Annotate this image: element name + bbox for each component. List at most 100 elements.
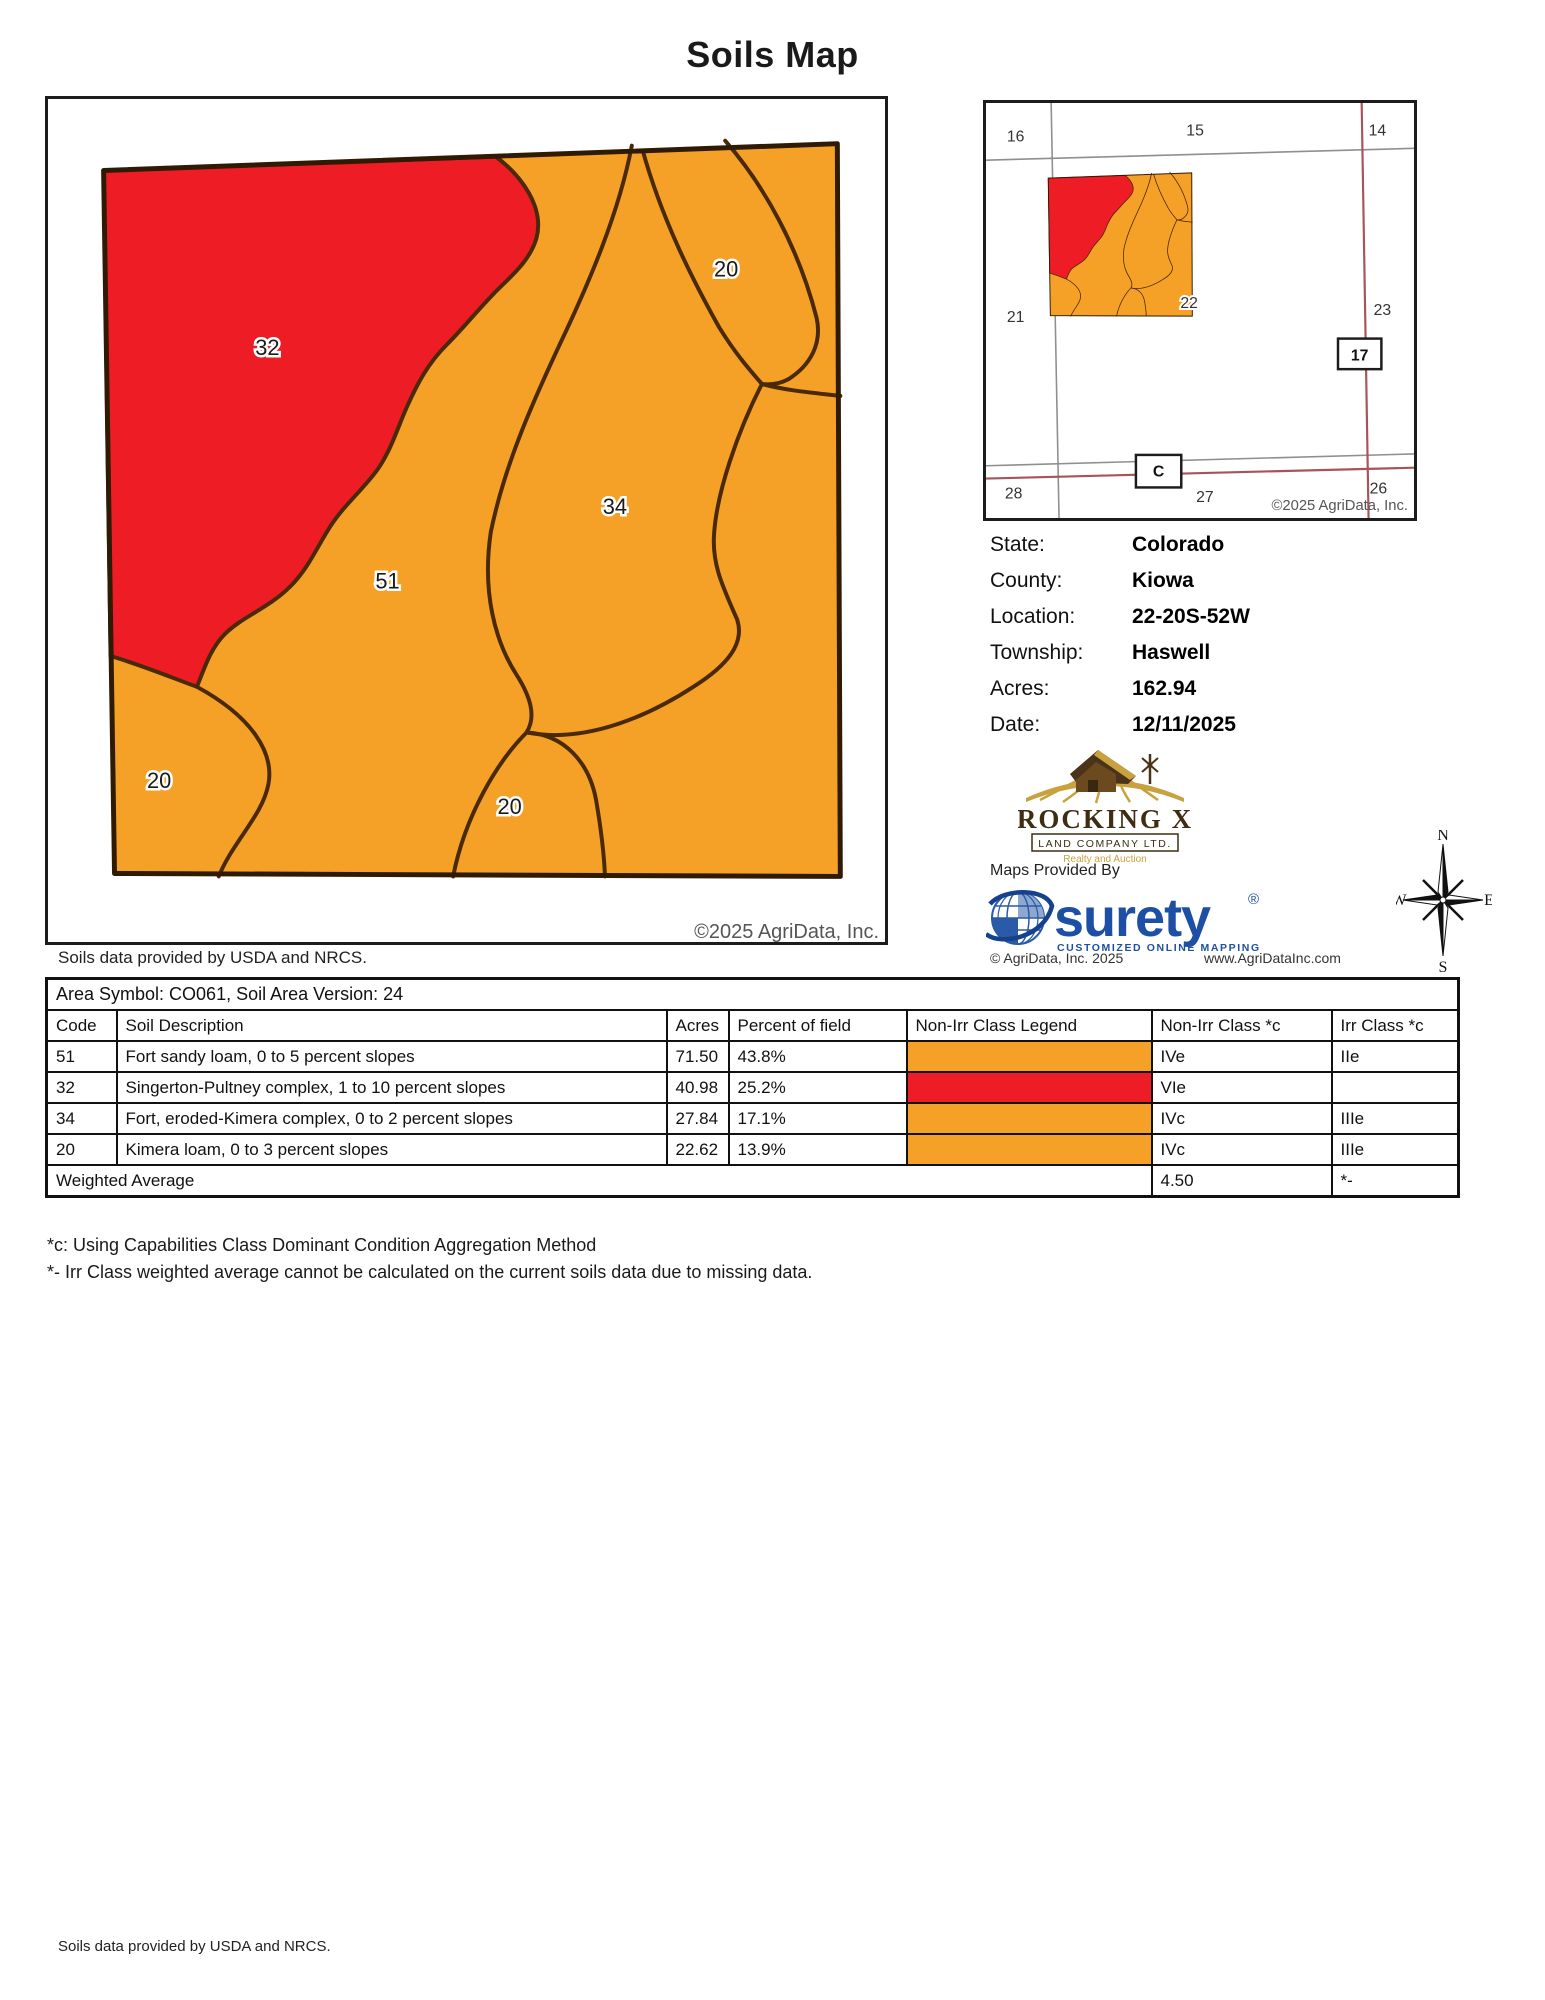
cell-code: 32 <box>45 1071 118 1104</box>
logo-subtitle-box <box>1031 833 1179 852</box>
globe-swoosh <box>986 890 1055 942</box>
weighted-average-row: Weighted Average 4.50 *- <box>45 1164 1460 1198</box>
highway-label: 17 <box>1351 347 1369 364</box>
section-line <box>986 147 1414 161</box>
rocking-x-subtitle: LAND COMPANY LTD. <box>1038 838 1171 850</box>
info-value: 22-20S-52W <box>1132 605 1250 628</box>
table-row: 32 Singerton-Pultney complex, 1 to 10 per… <box>45 1071 1460 1104</box>
info-value: Colorado <box>1132 533 1225 556</box>
highway-box-c <box>1134 453 1183 489</box>
page-title: Soils Map <box>686 34 859 75</box>
section-number: 27 <box>1196 489 1214 506</box>
cell-percent: 13.9% <box>727 1133 908 1166</box>
boundary-right-spur <box>759 381 843 398</box>
cell-irr-class: IIIe <box>1330 1102 1460 1135</box>
compass-rose-icon: N S E W <box>1396 830 1492 974</box>
cell-irr-class: IIIe <box>1330 1133 1460 1166</box>
info-label: County: <box>990 569 1063 592</box>
col-header-percent: Percent of field <box>727 1009 908 1042</box>
info-row: Township: Haswell <box>990 635 1250 671</box>
region-label: 20 <box>498 794 522 819</box>
info-value: 162.94 <box>1132 677 1197 700</box>
footnotes: *c: Using Capabilities Class Dominant Co… <box>47 1232 812 1286</box>
cell-acres: 40.98 <box>665 1071 730 1104</box>
compass-star <box>1402 843 1484 957</box>
cell-non-irr-class: IVc <box>1150 1133 1333 1166</box>
region-label: 51 <box>375 569 399 594</box>
boundary-51-34 <box>485 143 634 735</box>
cell-description: Fort sandy loam, 0 to 5 percent slopes <box>115 1040 668 1073</box>
table-row: 20 Kimera loam, 0 to 3 percent slopes 22.6… <box>45 1133 1460 1166</box>
cell-percent: 43.8% <box>727 1040 908 1073</box>
highway-label: C <box>1153 464 1164 481</box>
boundary-20bl <box>194 684 272 879</box>
region-label: 32 <box>255 335 279 360</box>
area-symbol-row: Area Symbol: CO061, Soil Area Version: 2… <box>45 977 1460 1011</box>
inset-locator-map: 16 15 14 21 22 23 17 28 27 26 C ©2025 AgriData, In… <box>983 100 1417 521</box>
cell-percent: 25.2% <box>727 1071 908 1104</box>
info-value: Haswell <box>1132 641 1211 664</box>
map-region-labels: 32 20 34 51 20 20 <box>145 254 741 821</box>
surety-subtext: © AgriData, Inc. 2025 www.AgriDataInc.co… <box>990 950 1390 966</box>
field-soil-regions <box>101 138 843 879</box>
cell-acres: 22.62 <box>665 1133 730 1166</box>
cell-legend <box>905 1133 1153 1166</box>
col-header-legend: Non-Irr Class Legend <box>905 1009 1153 1042</box>
weighted-average-label: Weighted Average <box>45 1164 1153 1198</box>
boundary-34-right <box>524 381 764 738</box>
info-row: State: Colorado <box>990 527 1250 563</box>
cell-description: Kimera loam, 0 to 3 percent slopes <box>115 1133 668 1166</box>
cell-description: Fort, eroded-Kimera complex, 0 to 2 perc… <box>115 1102 668 1135</box>
parcel-info-block: State: Colorado County: Kiowa Location: 22-20… <box>990 527 1250 743</box>
rocking-x-tagline: Realty and Auction <box>1063 854 1146 865</box>
cell-code: 20 <box>45 1133 118 1166</box>
field-outline <box>101 141 843 879</box>
cell-code: 34 <box>45 1102 118 1135</box>
soil-map-drawing: 32 20 34 51 20 20 <box>101 138 843 879</box>
road-line <box>986 466 1414 480</box>
cell-non-irr-class: VIe <box>1150 1071 1333 1104</box>
soil-table-body: 51 Fort sandy loam, 0 to 5 percent slopes… <box>45 1040 1460 1166</box>
inset-section-labels: 16 15 14 21 22 23 17 28 27 26 C <box>1005 123 1391 507</box>
info-value: Kiowa <box>1132 569 1194 592</box>
boundary-20bc-left <box>451 730 529 879</box>
footnote-irr: *- Irr Class weighted average cannot be … <box>47 1262 813 1282</box>
section-number: 28 <box>1005 485 1023 502</box>
section-number: 16 <box>1007 128 1025 145</box>
section-number: 21 <box>1007 309 1025 326</box>
barn-icon <box>1070 750 1159 792</box>
info-label: Acres: <box>990 677 1050 700</box>
mini-field-map <box>1047 171 1193 317</box>
main-soil-map: 32 20 34 51 20 20 ©2025 AgriData, Inc. <box>45 96 888 945</box>
globe-icon <box>986 890 1055 945</box>
table-row: 34 Fort, eroded-Kimera complex, 0 to 2 pe… <box>45 1102 1460 1135</box>
rocking-x-logo: ROCKING X LAND COMPANY LTD. Realty and A… <box>1018 750 1191 865</box>
section-number: 23 <box>1374 302 1392 319</box>
cell-irr-class <box>1330 1071 1460 1104</box>
cell-code: 51 <box>45 1040 118 1073</box>
map-source-note: Soils data provided by USDA and NRCS. <box>58 948 367 967</box>
cell-irr-class: IIe <box>1330 1040 1460 1073</box>
region-label: 34 <box>603 494 627 519</box>
surety-wordmark: surety <box>1054 888 1211 948</box>
footnote-c: *c: Using Capabilities Class Dominant Co… <box>47 1235 597 1255</box>
info-label: State: <box>990 533 1045 556</box>
highway-box-17 <box>1336 337 1383 371</box>
section-number: 15 <box>1186 123 1204 140</box>
cell-percent: 17.1% <box>727 1102 908 1135</box>
surety-tagline: CUSTOMIZED ONLINE MAPPING <box>1057 942 1261 954</box>
inset-copyright: ©2025 AgriData, Inc. <box>1272 498 1408 514</box>
info-label: Location: <box>990 605 1076 628</box>
info-row: Location: 22-20S-52W <box>990 599 1250 635</box>
col-header-non-irr: Non-Irr Class *c <box>1150 1009 1333 1042</box>
col-header-acres: Acres <box>665 1009 730 1042</box>
region-label: 20 <box>147 768 171 793</box>
footer-source-note: Soils data provided by USDA and NRCS. <box>58 1938 331 1955</box>
section-number: 26 <box>1370 480 1388 497</box>
road-line <box>1360 103 1370 518</box>
cell-legend <box>905 1071 1153 1104</box>
region-label: 20 <box>714 257 738 282</box>
surety-website: www.AgriDataInc.com <box>1204 950 1341 966</box>
cell-description: Singerton-Pultney complex, 1 to 10 perce… <box>115 1071 668 1104</box>
